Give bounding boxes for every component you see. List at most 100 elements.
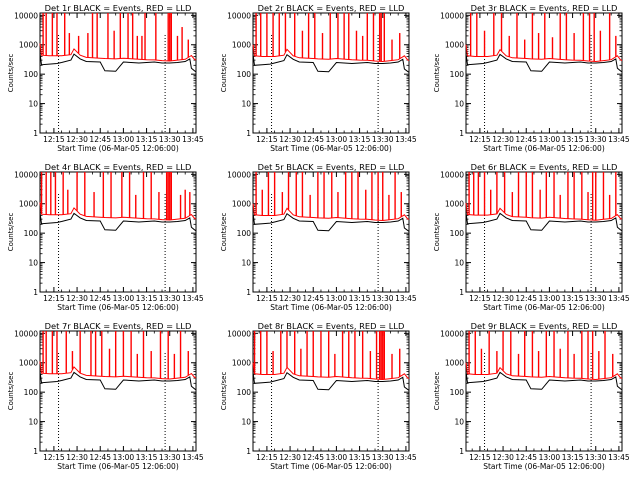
- y-tick-label: 1000: [445, 200, 464, 209]
- x-axis-label: Start Time (06-Mar-05 12:06:00): [57, 462, 179, 471]
- x-tick-label: 13:30: [585, 135, 607, 144]
- x-tick-label: 13:00: [113, 453, 135, 462]
- y-axis-label: Counts/sec: [7, 372, 15, 411]
- x-tick-label: 13:45: [608, 294, 630, 303]
- x-tick-label: 12:30: [66, 135, 88, 144]
- y-tick-label: 1: [459, 129, 464, 138]
- x-tick-label: 13:15: [136, 453, 158, 462]
- x-axis-label: Start Time (06-Mar-05 12:06:00): [57, 303, 179, 312]
- x-tick-label: 12:15: [469, 453, 491, 462]
- x-tick-label: 12:45: [302, 453, 324, 462]
- y-tick-label: 1: [459, 288, 464, 297]
- plot-frame: [252, 12, 410, 134]
- x-tick-label: 13:00: [539, 135, 561, 144]
- chart-panel: Det 6r BLACK = Events, RED = LLD 1 10 100 10…: [433, 162, 630, 312]
- x-tick-label: 12:15: [43, 453, 65, 462]
- x-tick-label: 12:45: [89, 453, 111, 462]
- x-axis-label: Start Time (06-Mar-05 12:06:00): [483, 462, 605, 471]
- y-tick-label: 1000: [445, 41, 464, 50]
- x-axis-label: Start Time (06-Mar-05 12:06:00): [270, 462, 392, 471]
- x-tick-label: 12:45: [89, 294, 111, 303]
- events-line: [39, 371, 197, 391]
- chart-title: Det 2r BLACK = Events, RED = LLD: [258, 3, 405, 13]
- x-tick-label: 12:30: [66, 453, 88, 462]
- y-tick-label: 1000: [19, 200, 38, 209]
- x-tick-label: 13:30: [159, 294, 181, 303]
- chart-title: Det 9r BLACK = Events, RED = LLD: [471, 321, 618, 331]
- x-tick-label: 12:30: [492, 294, 514, 303]
- y-axis-label: Counts/sec: [7, 54, 15, 93]
- x-axis-label: Start Time (06-Mar-05 12:06:00): [270, 144, 392, 153]
- y-axis-label: Counts/sec: [220, 213, 228, 252]
- x-tick-label: 13:00: [539, 294, 561, 303]
- chart-panel: Det 3r BLACK = Events, RED = LLD 1 10 100 10…: [433, 3, 630, 153]
- y-tick-label: 10: [241, 100, 251, 109]
- y-tick-label: 10: [28, 418, 38, 427]
- plot-frame: [39, 171, 197, 293]
- chart-title: Det 4r BLACK = Events, RED = LLD: [45, 162, 192, 172]
- x-tick-label: 13:15: [562, 294, 584, 303]
- x-tick-label: 12:30: [279, 453, 301, 462]
- x-tick-label: 12:15: [469, 135, 491, 144]
- x-tick-label: 12:30: [279, 135, 301, 144]
- y-tick-label: 100: [450, 70, 465, 79]
- x-tick-label: 13:15: [136, 135, 158, 144]
- x-tick-label: 13:45: [395, 135, 417, 144]
- lld-line: [39, 43, 197, 62]
- chart-title: Det 8r BLACK = Events, RED = LLD: [258, 321, 405, 331]
- chart-panel: Det 8r BLACK = Events, RED = LLD 1 10 100 10…: [220, 321, 417, 471]
- x-tick-label: 13:30: [372, 294, 394, 303]
- x-tick-label: 13:30: [159, 453, 181, 462]
- events-line: [39, 53, 197, 73]
- chart-panel: Det 4r BLACK = Events, RED = LLD 1 10 100 10…: [7, 162, 204, 312]
- y-tick-label: 100: [237, 388, 252, 397]
- x-tick-label: 13:00: [326, 294, 348, 303]
- x-tick-label: 13:45: [608, 135, 630, 144]
- x-tick-label: 13:15: [349, 453, 371, 462]
- chart-title: Det 5r BLACK = Events, RED = LLD: [258, 162, 405, 172]
- x-tick-label: 12:15: [469, 294, 491, 303]
- chart-panel: Det 7r BLACK = Events, RED = LLD 1 10 100 10…: [7, 321, 204, 471]
- x-tick-label: 13:30: [372, 453, 394, 462]
- y-tick-label: 10000: [14, 11, 38, 20]
- events-line: [252, 212, 410, 232]
- x-tick-label: 12:45: [302, 294, 324, 303]
- lld-line: [465, 203, 623, 221]
- y-axis-label: Counts/sec: [220, 372, 228, 411]
- chart-title: Det 3r BLACK = Events, RED = LLD: [471, 3, 618, 13]
- plot-frame: [465, 171, 623, 293]
- x-tick-label: 12:45: [515, 135, 537, 144]
- plot-frame: [465, 330, 623, 452]
- lld-line: [252, 362, 410, 381]
- x-tick-label: 13:45: [182, 135, 204, 144]
- x-tick-label: 13:45: [608, 453, 630, 462]
- x-tick-label: 13:15: [562, 135, 584, 144]
- x-axis-label: Start Time (06-Mar-05 12:06:00): [57, 144, 179, 153]
- x-axis-label: Start Time (06-Mar-05 12:06:00): [483, 303, 605, 312]
- x-tick-label: 12:45: [515, 453, 537, 462]
- events-line: [252, 371, 410, 391]
- events-line: [252, 53, 410, 73]
- x-tick-label: 12:15: [256, 294, 278, 303]
- x-tick-label: 13:00: [113, 135, 135, 144]
- events-line: [39, 212, 197, 232]
- chart-title: Det 6r BLACK = Events, RED = LLD: [471, 162, 618, 172]
- x-tick-label: 13:15: [562, 453, 584, 462]
- y-tick-label: 1000: [19, 359, 38, 368]
- x-tick-label: 12:30: [492, 453, 514, 462]
- plot-frame: [465, 12, 623, 134]
- x-tick-label: 12:15: [256, 135, 278, 144]
- x-tick-label: 13:00: [326, 453, 348, 462]
- y-tick-label: 10000: [227, 170, 251, 179]
- x-tick-label: 13:30: [159, 135, 181, 144]
- x-tick-label: 13:45: [395, 453, 417, 462]
- y-tick-label: 100: [237, 70, 252, 79]
- x-tick-label: 12:45: [302, 135, 324, 144]
- chart-panel: Det 1r BLACK = Events, RED = LLD 1 10 100 10…: [7, 3, 204, 153]
- x-tick-label: 12:45: [515, 294, 537, 303]
- x-tick-label: 13:30: [585, 294, 607, 303]
- chart-title: Det 7r BLACK = Events, RED = LLD: [45, 321, 192, 331]
- y-tick-label: 10000: [440, 11, 464, 20]
- x-tick-label: 13:15: [136, 294, 158, 303]
